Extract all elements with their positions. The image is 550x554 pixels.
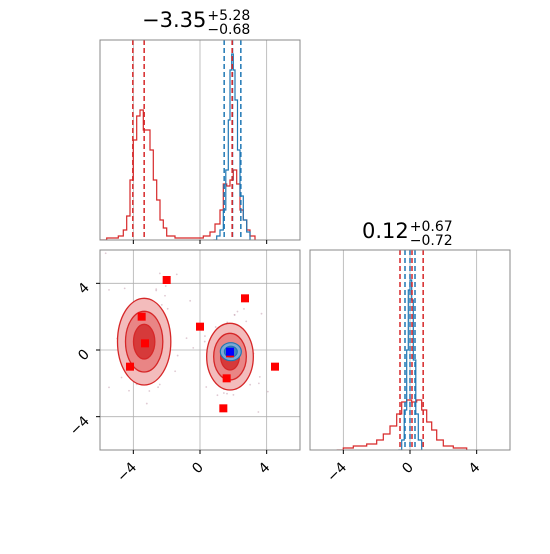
sample-point [226,392,228,395]
sample-point [258,375,261,378]
sample-point [155,289,158,292]
scatter-layer [104,252,279,413]
red-square-marker [222,374,231,383]
sample-point [164,294,166,297]
sample-point [232,394,235,396]
sample-point [157,386,160,389]
sample-point [216,394,219,397]
sample-point [174,370,177,373]
sample-point [243,308,245,310]
param1-median: −3.35 [142,8,207,32]
sample-point [145,402,148,405]
sample-point [214,326,217,328]
sample-point [164,285,167,287]
sample-point [104,252,107,255]
sample-point [120,376,123,379]
param1-upper-error: +5.28 [207,7,251,24]
sample-point [189,299,192,302]
h2-x-tick-label: 4 [466,459,484,477]
red-square-marker [271,362,279,371]
sample-point [249,383,252,386]
sample-point [175,273,178,276]
sc-x-tick-label: 4 [256,459,274,477]
sample-point [233,313,236,316]
red-square-marker [126,362,134,371]
sc-y-tick-label: −4 [67,413,93,439]
sample-point [160,303,163,306]
sc-x-tick-label: 0 [189,460,207,478]
param1-title: −3.35 +5.28 −0.68 [142,8,250,37]
sc-x-tick-label: −4 [114,459,140,485]
sample-point [222,392,225,394]
sample-point [203,340,206,343]
sc-y-tick-label: 4 [75,280,93,298]
red-square-marker [141,339,149,348]
red-square-marker [137,312,146,321]
sample-point [123,287,126,290]
param2-median: 0.12 [362,219,409,243]
sample-point [257,382,260,385]
param2-blue-histogram [398,279,423,450]
red-square-marker [162,276,171,284]
blue-square-marker [226,347,234,356]
sample-point [185,337,188,340]
sample-point [260,312,263,315]
sample-point [108,386,110,389]
sample-point [245,320,248,323]
sample-point [266,390,269,393]
h2-x-tick-label: 0 [399,460,417,478]
param2-lower-error: −0.72 [409,232,453,249]
red-square-marker [196,322,204,331]
sample-point [158,272,161,275]
sample-point [128,389,130,392]
param1-red-histogram [100,109,256,240]
h1-grid [132,40,268,240]
sample-point [257,411,260,413]
sample-point [176,354,179,357]
sample-point [148,390,151,392]
sample-point [192,346,195,349]
sample-point [236,310,239,313]
red-square-marker [219,404,228,413]
sample-point [158,383,161,386]
param1-blue-histogram [213,53,251,240]
sample-point [205,386,208,388]
sc-y-tick-label: 0 [75,347,93,365]
param2-upper-error: +0.67 [409,218,453,235]
red-square-marker [241,294,249,303]
sample-point [108,288,110,291]
h2-x-tick-label: −4 [324,459,350,485]
sample-point [155,288,158,291]
param2-title: 0.12 +0.67 −0.72 [362,219,453,248]
sample-point [166,307,169,310]
sample-point [204,335,206,337]
param1-lower-error: −0.68 [207,21,251,38]
